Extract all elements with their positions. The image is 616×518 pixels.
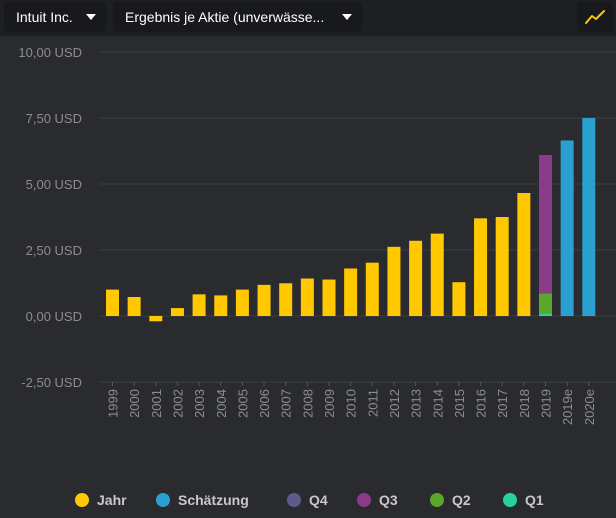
legend-dot-icon — [357, 493, 371, 507]
y-tick-label: 5,00 USD — [26, 177, 82, 192]
bar-2019-q3[interactable] — [539, 154, 552, 294]
legend-label: Q3 — [379, 492, 398, 508]
legend-label: Q1 — [525, 492, 544, 508]
bar-2000[interactable] — [127, 296, 141, 316]
company-dropdown-label: Intuit Inc. — [16, 9, 73, 25]
x-tick-label: 2006 — [257, 389, 272, 418]
x-tick-label: 2020e — [582, 389, 597, 425]
legend-label: Schätzung — [178, 492, 249, 508]
x-tick-label: 2001 — [149, 389, 164, 418]
x-tick-label: 2012 — [387, 389, 402, 418]
legend-dot-icon — [503, 493, 517, 507]
bar-2003[interactable] — [192, 294, 206, 316]
chevron-down-icon — [342, 14, 352, 20]
bar-2002[interactable] — [170, 308, 184, 316]
bar-2009[interactable] — [322, 279, 336, 316]
x-tick-label: 2002 — [170, 389, 185, 418]
x-tick-label: 2018 — [517, 389, 532, 418]
bar-2014[interactable] — [430, 233, 444, 316]
company-dropdown[interactable]: Intuit Inc. — [4, 2, 106, 32]
metric-dropdown-label: Ergebnis je Aktie (unverwässe... — [125, 9, 325, 25]
y-tick-label: 10,00 USD — [18, 45, 82, 60]
metric-dropdown[interactable]: Ergebnis je Aktie (unverwässe... — [113, 2, 362, 32]
chevron-down-icon — [86, 14, 96, 20]
bar-2001[interactable] — [149, 316, 163, 322]
x-tick-label: 2011 — [365, 389, 380, 417]
legend-dot-icon — [156, 493, 170, 507]
x-tick-label: 2010 — [344, 389, 359, 418]
x-tick-label: 2019 — [539, 389, 554, 418]
legend-label: Jahr — [97, 492, 127, 508]
x-tick-label: 2005 — [235, 389, 250, 418]
legend-label: Q2 — [452, 492, 471, 508]
x-tick-label: 2017 — [495, 389, 510, 418]
x-tick-label: 2009 — [322, 389, 337, 418]
chart-type-button[interactable] — [577, 2, 613, 32]
bar-2013[interactable] — [409, 240, 423, 316]
x-tick-label: 2000 — [127, 389, 142, 418]
bar-2012[interactable] — [387, 246, 401, 316]
bar-2008[interactable] — [300, 278, 314, 316]
bar-2019e[interactable] — [560, 140, 574, 316]
x-tick-label: 2003 — [192, 389, 207, 418]
toolbar: Intuit Inc. Ergebnis je Aktie (unverwäss… — [0, 0, 616, 36]
y-tick-label: 2,50 USD — [26, 243, 82, 258]
y-tick-label: -2,50 USD — [21, 375, 82, 390]
legend-dot-icon — [75, 493, 89, 507]
line-chart-icon — [585, 10, 605, 24]
bar-2011[interactable] — [365, 262, 379, 316]
x-tick-label: 2004 — [214, 389, 229, 418]
x-tick-label: 2013 — [409, 389, 424, 418]
chart-legend: Jahr Schätzung Q4 Q3 Q2 Q1 — [0, 488, 616, 512]
y-tick-label: 0,00 USD — [26, 309, 82, 324]
bar-2015[interactable] — [452, 282, 466, 316]
bar-1999[interactable] — [106, 289, 119, 316]
bar-2010[interactable] — [344, 268, 358, 316]
legend-label: Q4 — [309, 492, 328, 508]
y-tick-label: 7,50 USD — [26, 111, 82, 126]
x-tick-label: 2019e — [560, 389, 575, 425]
bar-2016[interactable] — [474, 218, 488, 316]
legend-dot-icon — [430, 493, 444, 507]
bar-2007[interactable] — [279, 283, 293, 316]
x-tick-label: 2008 — [300, 389, 315, 418]
bar-2019-q1[interactable] — [539, 313, 552, 316]
bar-2017[interactable] — [495, 217, 509, 316]
x-tick-label: 1999 — [106, 389, 121, 418]
x-tick-label: 2014 — [430, 389, 445, 418]
bar-2005[interactable] — [235, 289, 249, 316]
x-tick-label: 2015 — [452, 389, 467, 418]
legend-dot-icon — [287, 493, 301, 507]
bar-2004[interactable] — [214, 295, 228, 316]
bar-2006[interactable] — [257, 284, 271, 316]
bar-2020e[interactable] — [582, 118, 596, 316]
eps-bar-chart: 10,00 USD 7,50 USD 5,00 USD 2,50 USD 0,00 US… — [18, 45, 616, 425]
x-tick-label: 2016 — [474, 389, 489, 418]
x-tick-label: 2007 — [279, 389, 294, 418]
bar-2019-q2[interactable] — [539, 293, 552, 314]
bar-2018[interactable] — [517, 192, 531, 316]
